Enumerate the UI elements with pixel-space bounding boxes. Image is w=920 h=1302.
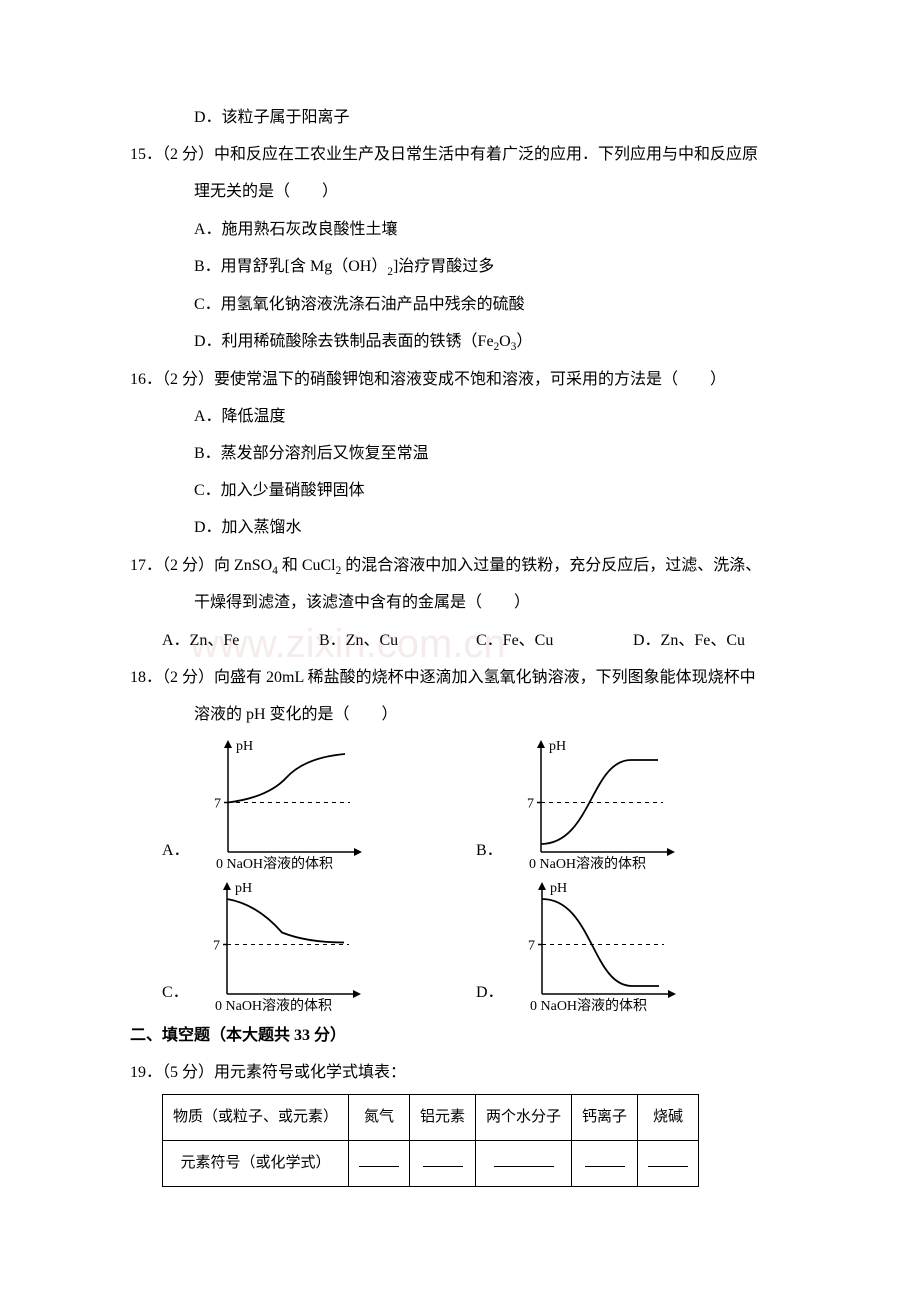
- q15-stem-1: 15．（2 分）中和反应在工农业生产及日常生活中有着广泛的应用．下列应用与中和反…: [130, 137, 790, 172]
- svg-text:7: 7: [214, 797, 221, 812]
- q19-h5: 烧碱: [638, 1095, 699, 1141]
- svg-text:7: 7: [528, 939, 535, 954]
- q19-blank-1: [349, 1141, 410, 1187]
- q15-option-b: B．用胃舒乳[含 Mg（OH）2]治疗胃酸过多: [130, 249, 790, 285]
- q19-h3: 两个水分子: [476, 1095, 572, 1141]
- svg-text:pH: pH: [236, 739, 253, 754]
- q16-option-c: C．加入少量硝酸钾固体: [130, 473, 790, 508]
- svg-text:pH: pH: [549, 739, 566, 754]
- q14-option-d: D．该粒子属于阳离子: [130, 100, 790, 135]
- q17-option-b: B．Zn、Cu: [319, 623, 476, 658]
- q17-option-c: C．Fe、Cu: [476, 623, 633, 658]
- q18-option-b-label: B．: [476, 833, 503, 874]
- section-2-title: 二、填空题（本大题共 33 分）: [130, 1018, 790, 1053]
- q19-stem: 19．（5 分）用元素符号或化学式填表：: [130, 1055, 790, 1090]
- q19-blank-5: [638, 1141, 699, 1187]
- q17-option-d: D．Zn、Fe、Cu: [633, 623, 790, 658]
- q17-stem-1: 17．（2 分）向 ZnSO4 和 CuCl2 的混合溶液中加入过量的铁粉，充分…: [130, 548, 790, 584]
- q19-table: 物质（或粒子、或元素） 氮气 铝元素 两个水分子 钙离子 烧碱 元素符号（或化学…: [162, 1094, 699, 1187]
- q18-stem-1: 18．（2 分）向盛有 20mL 稀盐酸的烧杯中逐滴加入氢氧化钠溶液，下列图象能…: [130, 660, 790, 695]
- q18-stem-2: 溶液的 pH 变化的是（ ）: [130, 697, 790, 732]
- q19-h2: 铝元素: [410, 1095, 476, 1141]
- svg-text:7: 7: [527, 797, 534, 812]
- q18-graph-row-1: A． pH 7 0 NaOH溶液的体积 B． pH 7 0 NaOH溶液的体积: [130, 734, 790, 874]
- q16-option-b: B．蒸发部分溶剂后又恢复至常温: [130, 436, 790, 471]
- q19-blank-4: [572, 1141, 638, 1187]
- svg-text:0 NaOH溶液的体积: 0 NaOH溶液的体积: [529, 856, 646, 872]
- q17-options: A．Zn、Fe B．Zn、Cu C．Fe、Cu D．Zn、Fe、Cu: [130, 623, 790, 658]
- q19-blank-3: [476, 1141, 572, 1187]
- svg-text:0 NaOH溶液的体积: 0 NaOH溶液的体积: [216, 856, 333, 872]
- q18-option-a-label: A．: [162, 833, 190, 874]
- svg-text:pH: pH: [235, 881, 252, 896]
- table-row: 元素符号（或化学式）: [163, 1141, 699, 1187]
- q17-option-a: A．Zn、Fe: [162, 623, 319, 658]
- q15-option-d: D．利用稀硫酸除去铁制品表面的铁锈（Fe2O3）: [130, 324, 790, 360]
- q16-option-a: A．降低温度: [130, 399, 790, 434]
- svg-text:0 NaOH溶液的体积: 0 NaOH溶液的体积: [215, 998, 332, 1014]
- q18-option-d-label: D．: [476, 975, 504, 1016]
- q18-graph-d: pH 7 0 NaOH溶液的体积: [512, 876, 682, 1016]
- q19-blank-2: [410, 1141, 476, 1187]
- q19-h1: 氮气: [349, 1095, 410, 1141]
- q19-r2-label: 元素符号（或化学式）: [163, 1141, 349, 1187]
- q16-stem: 16．（2 分）要使常温下的硝酸钾饱和溶液变成不饱和溶液，可采用的方法是（ ）: [130, 362, 790, 397]
- q18-graph-row-2: C． pH 7 0 NaOH溶液的体积 D． pH 7 0 NaOH溶液的体积: [130, 876, 790, 1016]
- q18-option-c-label: C．: [162, 975, 189, 1016]
- q19-h4: 钙离子: [572, 1095, 638, 1141]
- q18-graph-a: pH 7 0 NaOH溶液的体积: [198, 734, 368, 874]
- q19-r1-label: 物质（或粒子、或元素）: [163, 1095, 349, 1141]
- q16-option-d: D．加入蒸馏水: [130, 510, 790, 545]
- q18-graph-c: pH 7 0 NaOH溶液的体积: [197, 876, 367, 1016]
- q17-stem-2: 干燥得到滤渣，该滤渣中含有的金属是（ ）: [130, 585, 790, 620]
- q18-graph-b: pH 7 0 NaOH溶液的体积: [511, 734, 681, 874]
- q15-option-a: A．施用熟石灰改良酸性土壤: [130, 212, 790, 247]
- svg-text:7: 7: [213, 939, 220, 954]
- q15-option-c: C．用氢氧化钠溶液洗涤石油产品中残余的硫酸: [130, 287, 790, 322]
- q15-stem-2: 理无关的是（ ）: [130, 174, 790, 209]
- svg-text:0 NaOH溶液的体积: 0 NaOH溶液的体积: [530, 998, 647, 1014]
- table-row: 物质（或粒子、或元素） 氮气 铝元素 两个水分子 钙离子 烧碱: [163, 1095, 699, 1141]
- svg-text:pH: pH: [550, 881, 567, 896]
